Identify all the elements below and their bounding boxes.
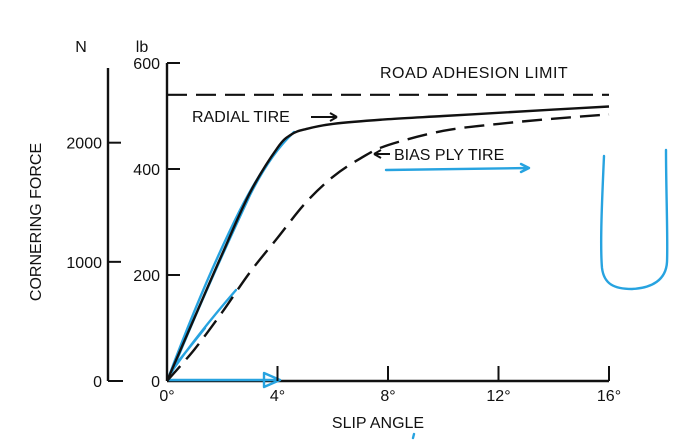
y-lb-tick-label-0: 0 <box>151 374 160 391</box>
series-layer <box>165 93 610 382</box>
y-axis-title: CORNERING FORCE <box>28 143 45 301</box>
pen-mark-slip-tick <box>411 432 416 440</box>
x-tick-label-0: 0° <box>159 388 174 405</box>
bias-ply-label: BIAS PLY TIRE <box>394 147 504 164</box>
radial-tire-label: RADIAL TIRE <box>192 109 290 126</box>
series-line-0-radial <box>165 105 610 382</box>
bias-arrow <box>373 149 390 159</box>
x-tick-label-4: 16° <box>597 388 621 405</box>
series-line-1-bias-ply <box>166 113 610 382</box>
pen-marks <box>166 130 669 440</box>
y-n-tick-label-2: 2000 <box>66 136 102 153</box>
y-lb-tick-label-1: 200 <box>133 268 160 285</box>
x-axis-title: SLIP ANGLE <box>332 415 424 432</box>
x-tick-label-1: 4° <box>270 388 285 405</box>
tick-layer: 0° 4° 8° 12° 16° 0 200 400 600 0 1000 2000 <box>66 56 621 405</box>
n-unit-label: N <box>75 39 87 56</box>
x-tick-label-2: 8° <box>380 388 395 405</box>
y-n-tick-label-1: 1000 <box>66 255 102 272</box>
radial-arrow <box>311 112 338 122</box>
pen-mark-bias-underline <box>384 162 531 174</box>
pen-mark-x-arrow <box>166 371 282 389</box>
pen-mark-u-shape <box>599 148 669 291</box>
road-adhesion-label: ROAD ADHESION LIMIT <box>380 65 568 82</box>
pen-mark-bias-slope <box>168 288 238 376</box>
y-n-tick-label-0: 0 <box>93 374 102 391</box>
y-lb-tick-label-3: 600 <box>133 56 160 73</box>
y-lb-tick-label-2: 400 <box>133 162 160 179</box>
lb-unit-label: lb <box>136 39 149 56</box>
pen-mark-radial-slope <box>167 130 296 378</box>
x-tick-label-3: 12° <box>486 388 510 405</box>
